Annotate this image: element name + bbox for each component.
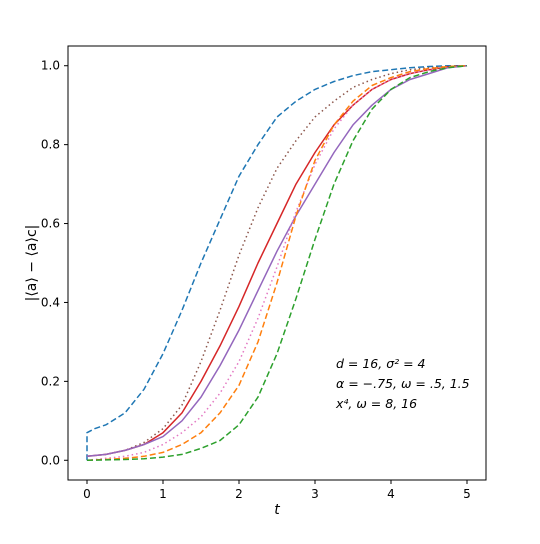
x-tick-label: 3 <box>311 487 319 501</box>
series-line-4 <box>86 64 468 462</box>
x-axis-label: t <box>274 502 280 518</box>
series-line-3 <box>86 64 468 458</box>
annotation-params-d-sigma: d = 16, σ² = 4 <box>336 356 426 371</box>
x-tick-label: 2 <box>235 487 243 501</box>
y-tick-label: 0.6 <box>41 217 60 231</box>
series-line-6 <box>86 64 468 462</box>
series-line-0 <box>86 64 467 461</box>
x-axis: 0 1 2 3 4 5 <box>83 480 471 501</box>
y-tick-label: 0.2 <box>41 374 60 388</box>
y-tick-label: 0.4 <box>41 295 60 309</box>
y-axis-label: |⟨a⟩ − ⟨a⟩c| <box>24 225 40 302</box>
series-line-5 <box>86 64 468 462</box>
x-tick-label: 5 <box>463 487 471 501</box>
annotation-params-x4-omega: x⁴, ω = 8, 16 <box>335 396 417 411</box>
series-layer <box>86 64 468 462</box>
y-tick-label: 0.0 <box>41 453 60 467</box>
x-tick-label: 0 <box>83 487 91 501</box>
x-tick-label: 1 <box>159 487 167 501</box>
y-tick-label: 0.8 <box>41 138 60 152</box>
annotation-params-alpha-omega: α = −.75, ω = .5, 1.5 <box>336 376 470 391</box>
series-line-2 <box>86 64 468 458</box>
x-tick-label: 4 <box>387 487 395 501</box>
y-tick-label: 1.0 <box>41 59 60 73</box>
plot-frame <box>67 45 487 481</box>
y-axis: 0.0 0.2 0.4 0.6 0.8 1.0 <box>41 59 68 467</box>
